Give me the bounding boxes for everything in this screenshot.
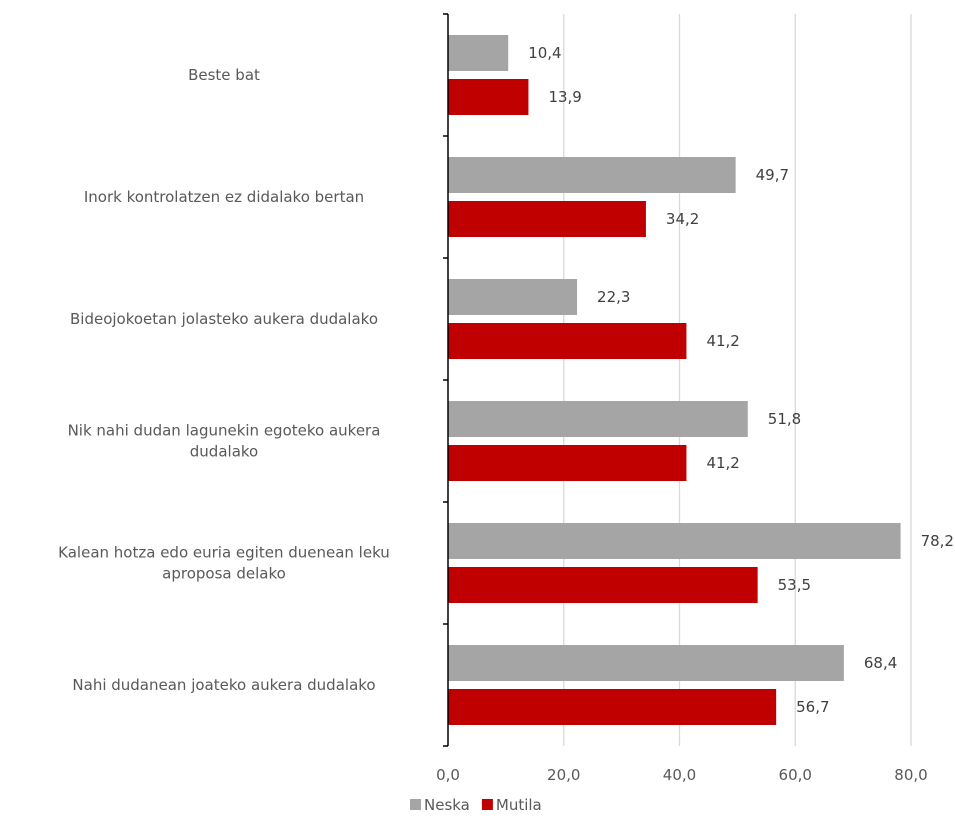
- category-label: Beste bat: [188, 66, 260, 84]
- data-label: 13,9: [548, 88, 581, 106]
- bar-neska: [448, 279, 578, 315]
- bar-mutila: [448, 445, 687, 481]
- x-tick-label: 80,0: [894, 766, 927, 784]
- x-tick-labels: 0,0 20,0 40,0 60,0 80,0: [436, 766, 928, 784]
- data-label: 10,4: [528, 44, 561, 62]
- category-label: Bideojokoetan jolasteko aukera dudalako: [70, 310, 378, 328]
- data-label: 78,2: [921, 532, 954, 550]
- data-label: 22,3: [597, 288, 630, 306]
- bar-neska: [448, 645, 844, 681]
- legend: Neska Mutila: [410, 796, 542, 814]
- x-tick-label: 40,0: [663, 766, 696, 784]
- legend-label-neska: Neska: [424, 796, 470, 814]
- category-label: Nahi dudanean joateko aukera dudalako: [72, 676, 375, 694]
- bar-mutila: [448, 323, 687, 359]
- bar-mutila: [448, 567, 758, 603]
- x-tick-label: 20,0: [547, 766, 580, 784]
- data-label: 49,7: [756, 166, 789, 184]
- data-label: 41,2: [706, 454, 739, 472]
- category-axis: [443, 13, 449, 747]
- x-tick-label: 0,0: [436, 766, 460, 784]
- legend-swatch-neska: [410, 799, 421, 810]
- data-label: 53,5: [778, 576, 811, 594]
- bar-mutila: [448, 79, 529, 115]
- category-labels: Beste bat Inork kontrolatzen ez didalako …: [58, 66, 390, 694]
- data-label: 34,2: [666, 210, 699, 228]
- bars: [448, 35, 901, 725]
- bar-neska: [448, 523, 901, 559]
- data-label: 41,2: [706, 332, 739, 350]
- data-label: 56,7: [796, 698, 829, 716]
- bar-mutila: [448, 689, 777, 725]
- data-label: 68,4: [864, 654, 897, 672]
- bar-neska: [448, 157, 736, 193]
- bar-neska: [448, 35, 509, 71]
- gridlines: [563, 14, 912, 746]
- legend-label-mutila: Mutila: [496, 796, 542, 814]
- data-label: 51,8: [768, 410, 801, 428]
- legend-swatch-mutila: [481, 799, 493, 810]
- x-tick-label: 60,0: [779, 766, 812, 784]
- category-label: Inork kontrolatzen ez didalako bertan: [84, 188, 364, 206]
- bar-mutila: [448, 201, 646, 237]
- data-labels: 10,4 13,9 49,7 34,2 22,3 41,2 51,8 41,2 78,2 53,5…: [528, 44, 954, 716]
- category-label: Kalean hotza edo euria egiten duenean le…: [58, 544, 390, 583]
- bar-neska: [448, 401, 748, 437]
- category-label: Nik nahi dudan lagunekin egoteko aukera d…: [68, 422, 381, 461]
